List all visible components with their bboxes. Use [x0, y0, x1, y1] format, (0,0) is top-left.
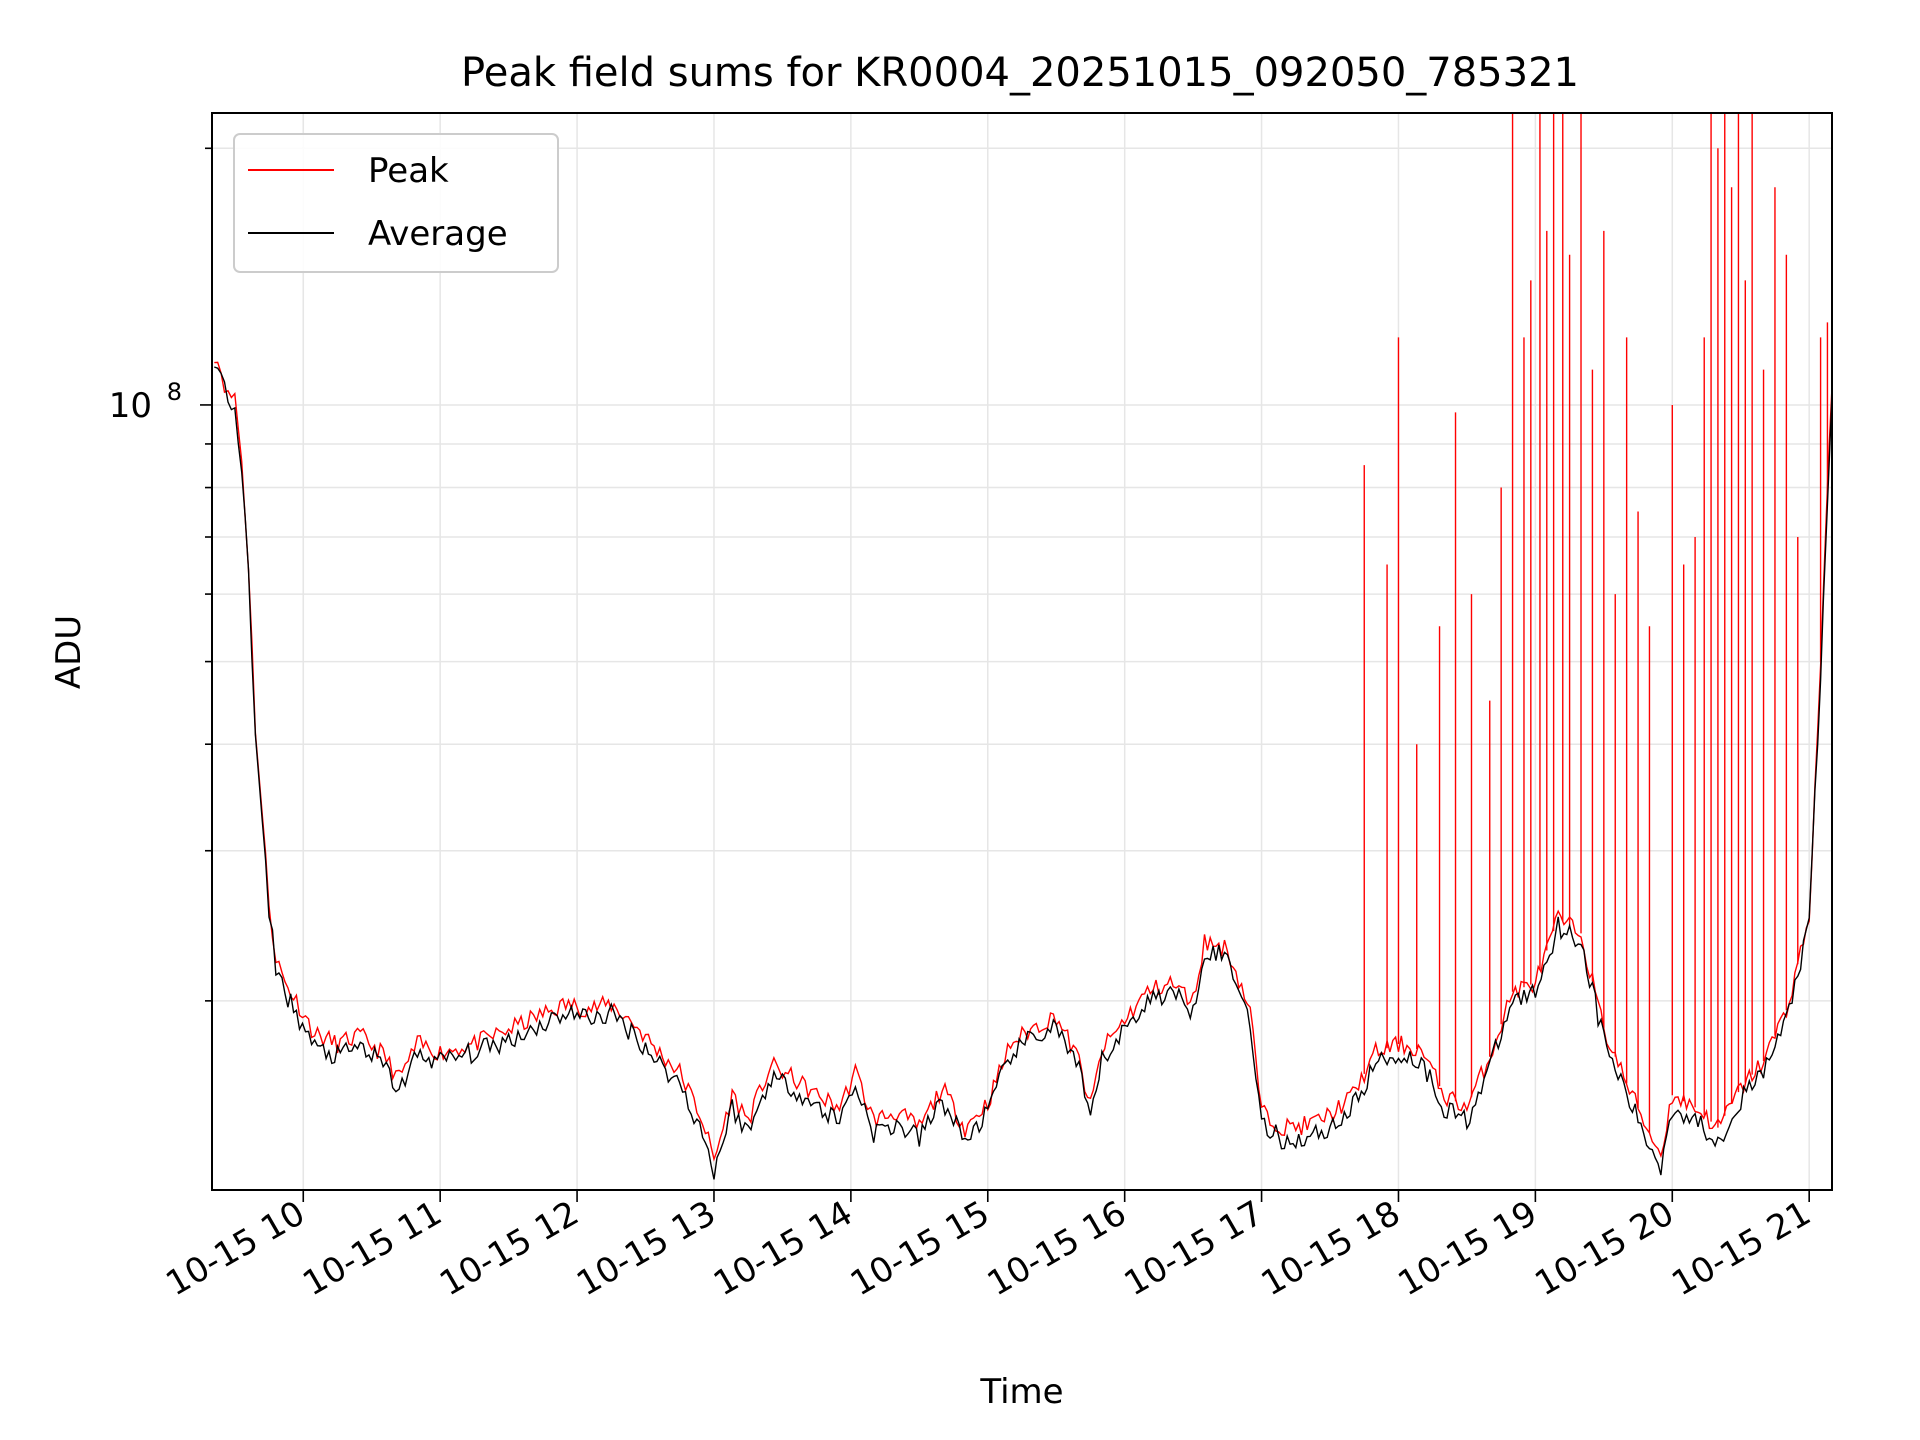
y-tick-label: 10: [109, 386, 152, 426]
legend-label-average: Average: [368, 214, 508, 254]
legend: Peak Average: [233, 133, 559, 273]
y-axis-ticks: 10 8: [109, 147, 212, 1002]
series-line-average: [214, 366, 1833, 1180]
series-line-peak: [214, 361, 1833, 1162]
x-axis-label: Time: [979, 1372, 1063, 1412]
chart-title: Peak field sums for KR0004_20251015_0920…: [461, 50, 1579, 96]
plot-series: [214, 113, 1833, 1180]
legend-label-peak: Peak: [368, 151, 449, 191]
y-axis-label: ADU: [49, 615, 89, 689]
grid: [212, 113, 1832, 1190]
y-tick-label-exponent: 8: [167, 378, 182, 406]
legend-box: [233, 133, 559, 273]
plot-area-frame: [211, 112, 1833, 1191]
